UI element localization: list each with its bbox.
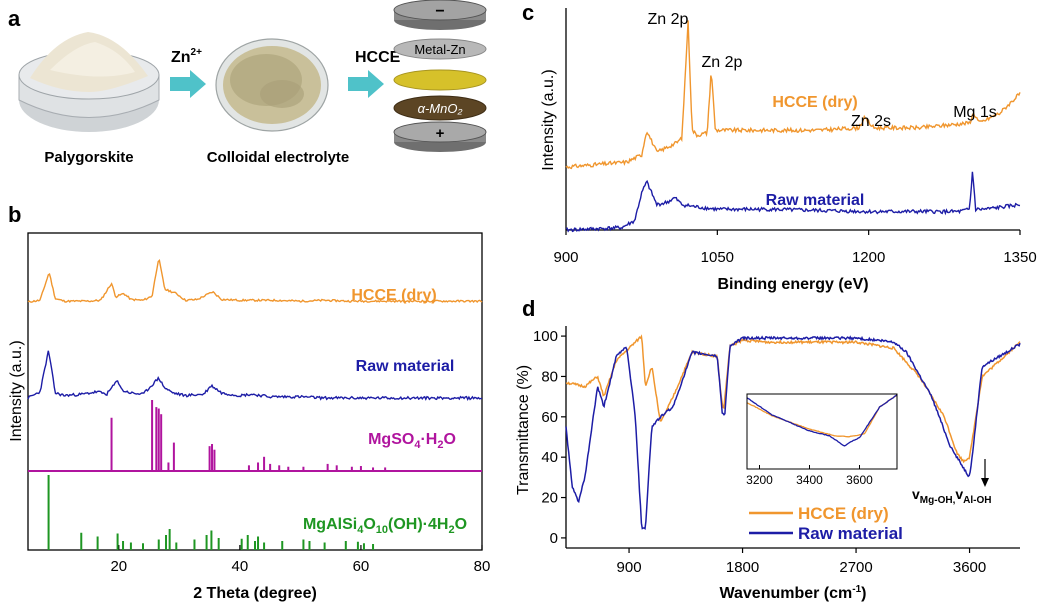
series-line-hcce xyxy=(566,334,1021,464)
panel-d-chart: 900 1800 2700 3600 0 20 40 60 80 100 Wavenumber (c… xyxy=(515,326,1021,602)
x-tick-label: 20 xyxy=(110,558,127,575)
series-label-raw: Raw material xyxy=(356,358,455,375)
x-axis-label: 2 Theta (degree) xyxy=(193,585,317,602)
series-label-hcce: HCCE (dry) xyxy=(772,94,857,111)
panel-b-chart: 20 40 60 80 2 Theta (degree) Intensity (a.u.)… xyxy=(8,232,491,602)
series-line-hcce xyxy=(27,258,483,304)
series-line-raw xyxy=(27,350,483,402)
y-tick-label: 40 xyxy=(541,449,558,466)
peak-label-zn2p-1: Zn 2p xyxy=(648,11,689,28)
y-axis-label: Intensity (a.u.) xyxy=(8,340,25,441)
series-label-raw: Raw material xyxy=(766,192,865,209)
x-tick-label: 2700 xyxy=(839,559,872,576)
battery-stack: − Metal-Zn α-MnO₂ + xyxy=(393,0,487,152)
metal-zn-label: Metal-Zn xyxy=(414,42,465,57)
series-line-hcce xyxy=(565,20,1021,170)
vibration-annotation: vMg-OH,vAl-OH xyxy=(912,486,991,506)
inset-frame xyxy=(746,393,898,470)
series-line-raw xyxy=(565,335,1021,531)
inset-border xyxy=(746,393,898,470)
inset-tick-label: 3400 xyxy=(796,473,823,487)
inset-tick-label: 3600 xyxy=(846,473,873,487)
y-axis-label: Intensity (a.u.) xyxy=(540,69,557,170)
peak-label-zn2p-2: Zn 2p xyxy=(702,54,743,71)
legend-label-raw: Raw material xyxy=(798,524,903,543)
peak-label-mg1s: Mg 1s xyxy=(953,104,997,121)
colloidal-label: Colloidal electrolyte xyxy=(207,149,350,166)
ion-label: Zn2+ xyxy=(171,47,202,66)
arrow-2: HCCE xyxy=(348,49,401,98)
series-label-hcce: HCCE (dry) xyxy=(351,287,436,304)
legend-label-hcce: HCCE (dry) xyxy=(798,504,889,523)
y-axis-label: Transmittance (%) xyxy=(515,365,532,495)
y-tick-label: 80 xyxy=(541,368,558,385)
x-tick-label: 1800 xyxy=(726,559,759,576)
series-label-palygorskite: MgAlSi4O10(OH)·4H2O xyxy=(303,516,467,536)
panel-c-chart: 900 1050 1200 1350 Binding energy (eV) Intens… xyxy=(540,8,1037,293)
peak-label-zn2s: Zn 2s xyxy=(851,113,891,130)
x-tick-label: 1050 xyxy=(701,249,734,266)
x-tick-label: 1350 xyxy=(1003,249,1036,266)
colloidal-dish-image xyxy=(215,38,329,132)
x-tick-label: 3600 xyxy=(953,559,986,576)
x-axis-label: Wavenumber (cm-1) xyxy=(719,584,866,602)
palygorskite-dish-image xyxy=(18,32,160,132)
hcce-arrow-label: HCCE xyxy=(355,49,401,66)
panel-a-letter: a xyxy=(8,6,21,31)
y-tick-label: 100 xyxy=(533,328,558,345)
y-tick-label: 20 xyxy=(541,490,558,507)
x-tick-label: 900 xyxy=(617,559,642,576)
x-tick-label: 40 xyxy=(232,558,249,575)
inset-line-raw xyxy=(746,394,898,447)
series-line-raw xyxy=(565,171,1021,233)
panel-b-letter: b xyxy=(8,202,21,227)
x-tick-label: 1200 xyxy=(852,249,885,266)
x-axis-label: Binding energy (eV) xyxy=(717,276,868,293)
x-tick-label: 60 xyxy=(353,558,370,575)
y-tick-label: 0 xyxy=(550,530,558,547)
inset-mask xyxy=(747,364,899,394)
minus-sign: − xyxy=(435,3,444,20)
inset-tick-label: 3200 xyxy=(746,473,773,487)
series-label-mgso4: MgSO4·H2O xyxy=(368,431,456,451)
x-tick-label: 80 xyxy=(474,558,491,575)
y-tick-label: 60 xyxy=(541,409,558,426)
x-tick-label: 900 xyxy=(553,249,578,266)
inset-line-hcce xyxy=(746,394,898,438)
palygorskite-label: Palygorskite xyxy=(44,149,133,166)
plus-sign: + xyxy=(436,125,445,142)
cathode-label: α-MnO₂ xyxy=(418,101,463,116)
panel-c-letter: c xyxy=(522,0,534,25)
arrow-1: Zn2+ xyxy=(170,47,206,98)
panel-d-letter: d xyxy=(522,296,535,321)
annotation-arrow-head xyxy=(981,478,989,487)
